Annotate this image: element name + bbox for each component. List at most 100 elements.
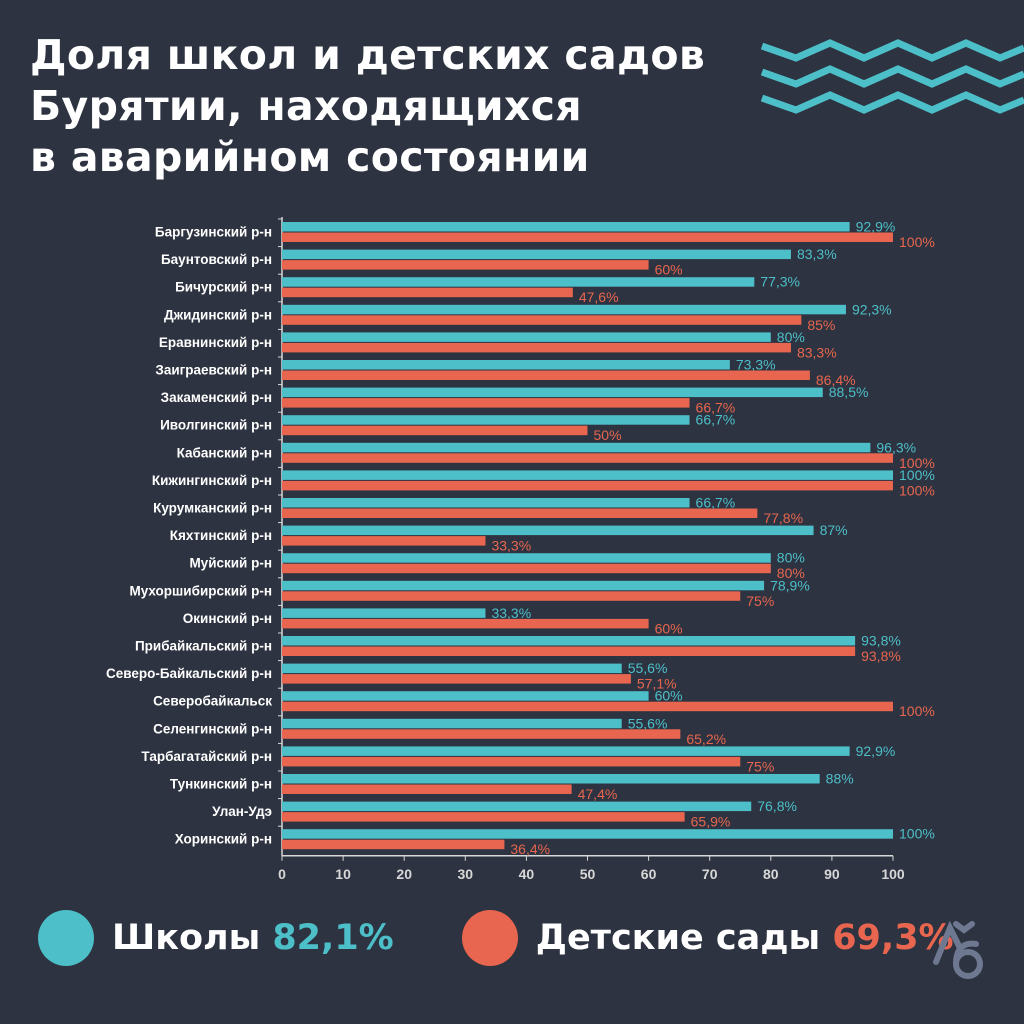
bar-kindergartens xyxy=(282,453,893,463)
category-label: Окинский р-н xyxy=(183,611,272,626)
data-label-kindergartens: 100% xyxy=(899,234,935,250)
bar-kindergartens xyxy=(282,563,771,574)
bar-schools xyxy=(282,442,871,453)
category-label: Хоринский р-н xyxy=(175,832,272,847)
data-label-schools: 76,8% xyxy=(757,798,797,814)
bar-kindergartens xyxy=(282,425,588,436)
category-label: Тункинский р-н xyxy=(170,777,272,792)
data-label-kindergartens: 65,9% xyxy=(691,814,731,830)
bar-schools xyxy=(282,636,856,646)
category-label: Бичурский р-н xyxy=(175,280,272,295)
bar-chart: Баргузинский р-н 92,9%100%Баунтовский р-н… xyxy=(106,217,935,882)
bar-schools xyxy=(282,801,752,812)
bar-schools xyxy=(282,553,771,563)
category-label: Кижингинский р-н xyxy=(152,473,272,488)
data-label-schools: 77,3% xyxy=(760,274,800,290)
bar-kindergartens xyxy=(282,398,690,408)
bar-kindergartens xyxy=(282,618,649,629)
legend-value-kindergartens: 69,3% xyxy=(832,918,954,958)
bar-kindergartens xyxy=(282,536,486,546)
data-label-schools: 80% xyxy=(777,550,805,566)
category-label: Иволгинский р-н xyxy=(160,418,272,433)
legend-swatch-kindergartens xyxy=(461,910,518,966)
zigzag-line-3 xyxy=(760,91,1024,114)
bar-schools xyxy=(282,608,486,618)
data-label-kindergartens: 77,8% xyxy=(763,510,803,526)
data-label-kindergartens: 75% xyxy=(746,758,774,774)
data-label-schools: 66,7% xyxy=(696,412,736,428)
zigzag-line-2 xyxy=(760,65,1024,88)
data-label-kindergartens: 50% xyxy=(594,427,622,443)
bar-kindergartens xyxy=(282,480,893,491)
data-label-kindergartens: 66,7% xyxy=(696,400,736,416)
category-label: Северобайкальск xyxy=(153,694,272,709)
legend-label-kindergartens: Детские сады xyxy=(535,918,821,958)
bar-kindergartens xyxy=(282,260,649,270)
bar-schools xyxy=(282,746,850,756)
x-tick-label: 60 xyxy=(641,866,657,882)
data-label-kindergartens: 60% xyxy=(655,262,683,278)
bar-kindergartens xyxy=(282,674,631,684)
bar-schools xyxy=(282,387,823,398)
bar-kindergartens xyxy=(282,591,741,601)
data-label-schools: 55,6% xyxy=(628,715,668,731)
data-label-kindergartens: 100% xyxy=(899,703,935,719)
title-line-2: Бурятии, находящихся xyxy=(30,82,582,130)
bar-kindergartens xyxy=(282,701,893,712)
data-label-kindergartens: 36,4% xyxy=(510,841,550,857)
bar-schools xyxy=(282,470,893,480)
bar-schools xyxy=(282,304,846,315)
bar-kindergartens xyxy=(282,646,856,656)
legend-value-schools: 82,1% xyxy=(272,918,394,958)
data-label-kindergartens: 47,6% xyxy=(579,289,619,305)
data-label-kindergartens: 93,8% xyxy=(861,648,901,664)
data-label-schools: 60% xyxy=(655,688,683,704)
bar-schools xyxy=(282,829,893,839)
data-label-kindergartens: 60% xyxy=(655,620,683,636)
category-label: Джидинский р-н xyxy=(164,307,272,322)
category-label: Селенгинский р-н xyxy=(153,721,272,736)
bar-kindergartens xyxy=(282,370,810,380)
bar-schools xyxy=(282,332,771,342)
data-label-schools: 88% xyxy=(826,771,854,787)
category-label: Баргузинский р-н xyxy=(155,225,272,240)
data-label-kindergartens: 100% xyxy=(899,455,935,471)
bar-kindergartens xyxy=(282,342,791,353)
legend-label-schools: Школы xyxy=(112,918,261,958)
bar-schools xyxy=(282,691,649,701)
category-label: Мухоршибирский р-н xyxy=(129,583,272,598)
x-tick-label: 0 xyxy=(278,866,286,882)
data-label-schools: 83,3% xyxy=(797,246,837,262)
x-tick-label: 10 xyxy=(335,866,351,882)
bar-schools xyxy=(282,498,690,508)
bar-schools xyxy=(282,525,814,536)
data-label-schools: 96,3% xyxy=(876,439,916,455)
data-label-schools: 80% xyxy=(777,329,805,345)
bar-schools xyxy=(282,222,850,232)
data-label-schools: 55,6% xyxy=(628,660,668,676)
data-label-schools: 78,9% xyxy=(770,577,810,593)
category-label: Кабанский р-н xyxy=(177,445,272,460)
title-line-3: в аварийном состоянии xyxy=(30,133,590,181)
legend-item-kindergartens: Детские сады 69,3% xyxy=(461,910,954,966)
bar-kindergartens xyxy=(282,784,572,794)
category-label: Баунтовский р-н xyxy=(161,252,272,267)
data-label-kindergartens: 75% xyxy=(746,593,774,609)
category-label: Прибайкальский р-н xyxy=(135,639,272,654)
bar-kindergartens xyxy=(282,729,681,739)
x-tick-label: 90 xyxy=(824,866,840,882)
bar-kindergartens xyxy=(282,839,505,850)
page-title: Доля школ и детских садов Бурятии, наход… xyxy=(30,30,705,183)
category-label: Тарбагатайский р-н xyxy=(141,749,272,764)
x-tick-label: 50 xyxy=(580,866,596,882)
zigzag-line-1 xyxy=(760,39,1024,62)
bar-kindergartens xyxy=(282,232,893,242)
data-label-kindergartens: 33,3% xyxy=(491,538,531,554)
bar-schools xyxy=(282,415,690,425)
data-label-schools: 100% xyxy=(899,467,935,483)
bar-schools xyxy=(282,580,765,591)
legend-swatch-schools xyxy=(38,910,94,966)
bar-kindergartens xyxy=(282,508,758,518)
legend: Школы 82,1% Детские сады 69,3% xyxy=(38,910,1022,966)
category-label: Улан-Удэ xyxy=(212,804,272,819)
